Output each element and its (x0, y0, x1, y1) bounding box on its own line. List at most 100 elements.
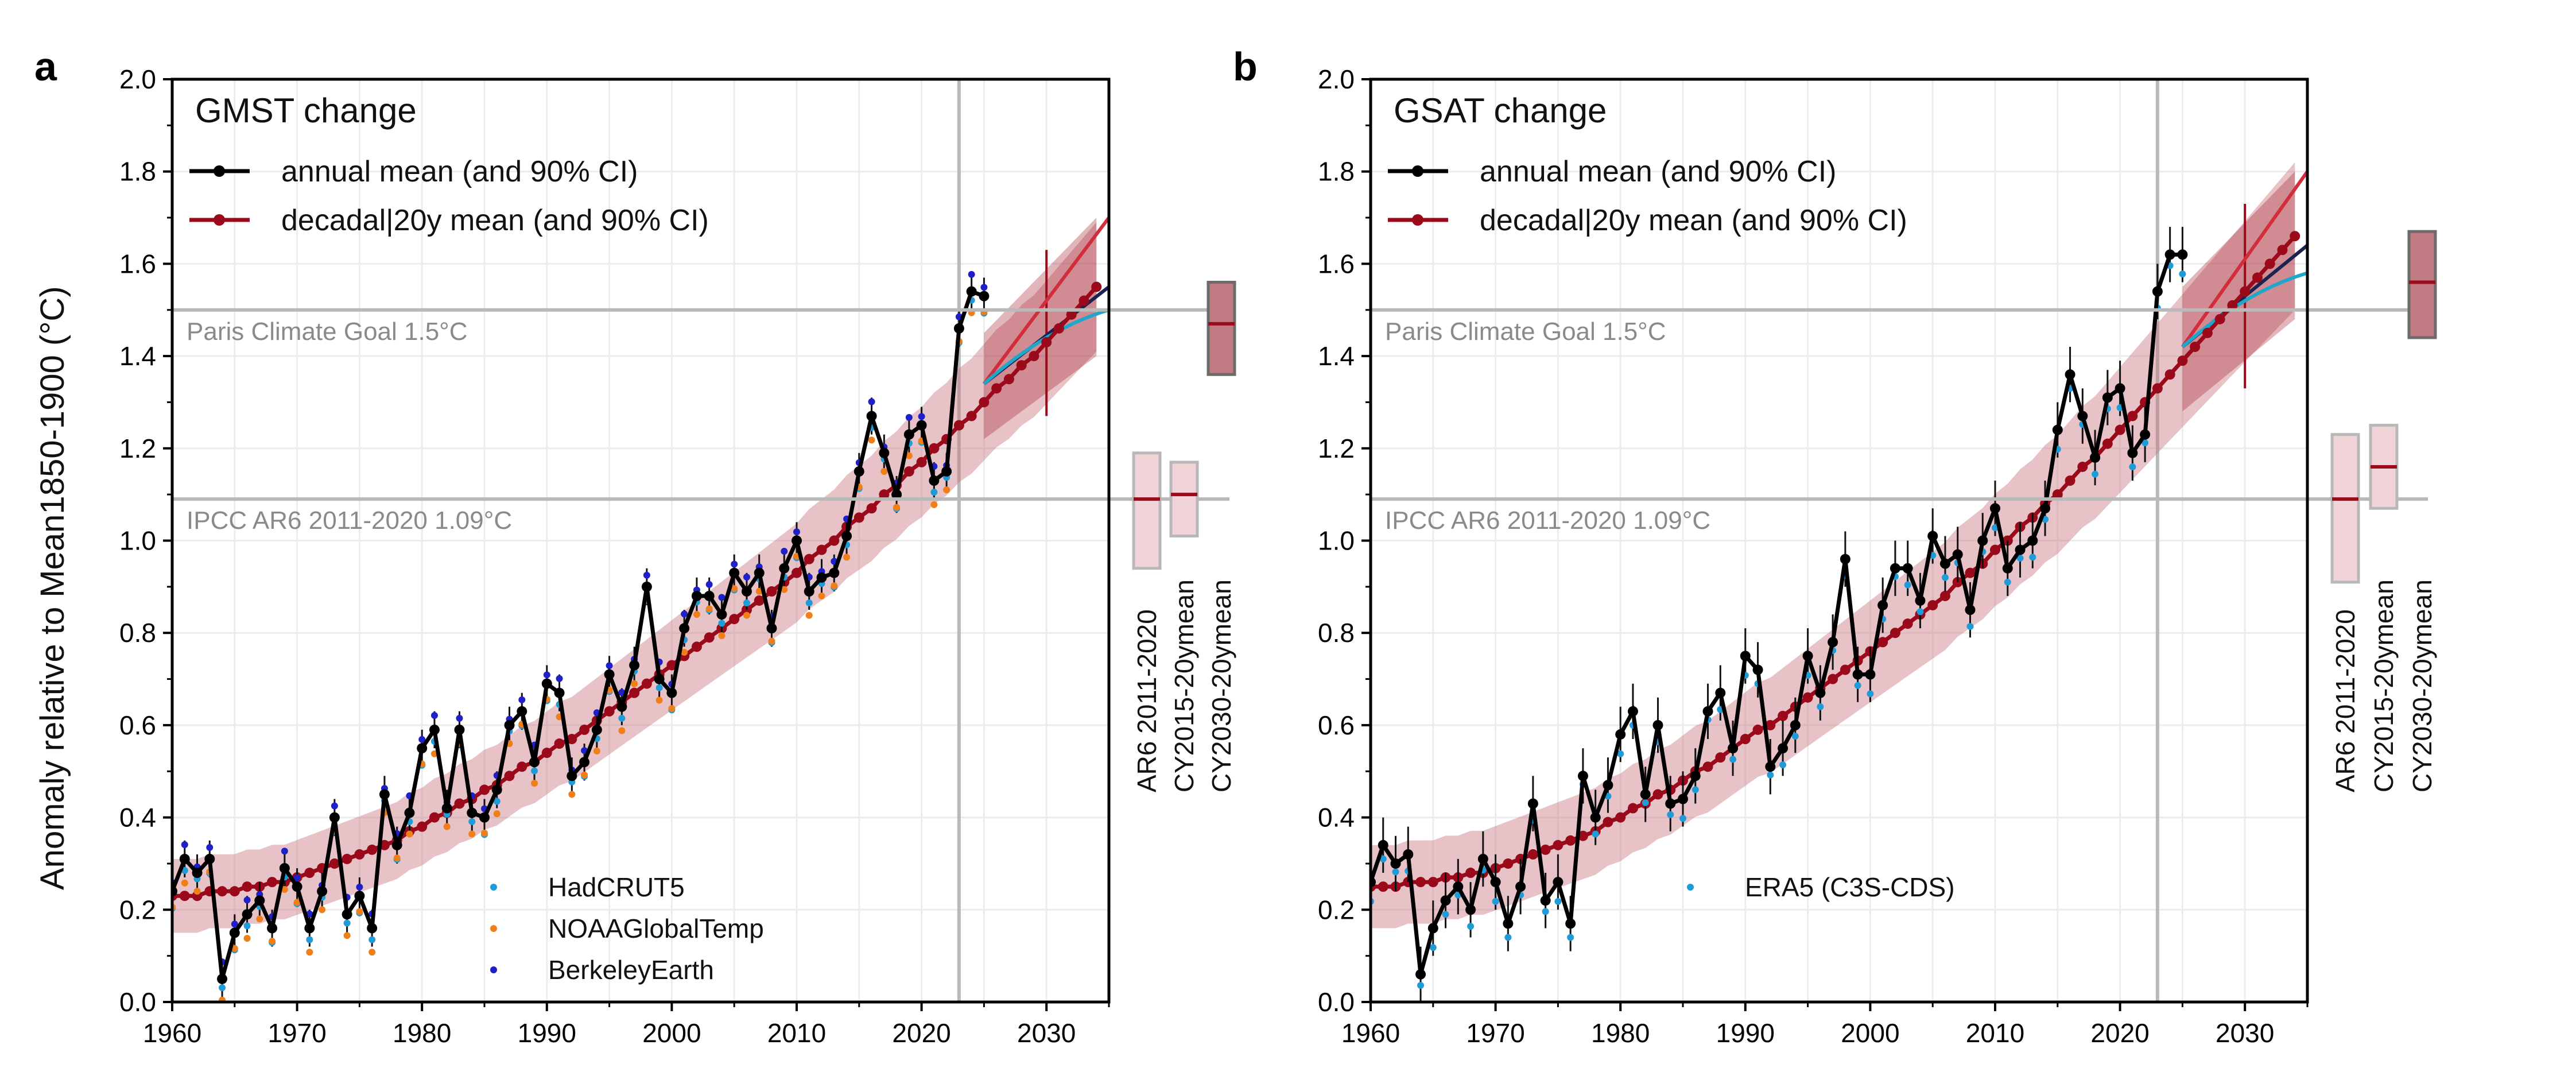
annual-point (1778, 743, 1789, 754)
annual-point (1828, 637, 1838, 648)
decadal-point (1828, 674, 1838, 684)
annual-point (604, 669, 615, 680)
annual-point (1702, 706, 1713, 717)
annual-point (479, 812, 490, 823)
annual-point (1665, 798, 1676, 809)
plot-area (172, 79, 1109, 1002)
annual-point (304, 923, 315, 934)
decadal-point (479, 784, 490, 795)
dataset-point (1567, 934, 1574, 941)
range-box-label: CY2030-20ymean (2407, 579, 2437, 792)
dataset-point (293, 899, 301, 906)
range-box-label: CY2015-20ymean (2369, 579, 2399, 792)
decadal-point (1003, 374, 1014, 385)
dataset-point (481, 829, 488, 837)
annual-point (467, 807, 478, 818)
dataset-point (443, 823, 451, 830)
annual-point (1440, 895, 1451, 906)
dataset-point (256, 915, 263, 923)
annual-point (1477, 853, 1488, 864)
annual-point (1927, 531, 1938, 541)
x-tick-label: 2020 (2090, 1018, 2149, 1048)
dataset-point (306, 949, 313, 956)
dataset-point (1767, 771, 1774, 779)
annual-point (1802, 651, 1813, 661)
x-tick-label: 2000 (642, 1018, 701, 1048)
annual-point (2015, 544, 2026, 555)
decadal-point (766, 586, 777, 597)
annual-point (779, 563, 790, 574)
decadal-point (517, 761, 527, 772)
dataset-point (1492, 897, 1499, 905)
dataset-point (1791, 733, 1799, 740)
annual-point (2040, 503, 2051, 514)
x-tick-label: 2030 (1017, 1018, 1076, 1048)
y-tick-label: 0.2 (119, 895, 156, 924)
annual-point (1740, 651, 1751, 661)
y-tick-label: 1.6 (119, 249, 156, 278)
decadal-point (1565, 835, 1576, 846)
annual-point (367, 923, 378, 934)
annual-point (2052, 424, 2063, 435)
x-tick-label: 1970 (1466, 1018, 1524, 1048)
annual-point (1465, 904, 1476, 915)
annual-point (554, 687, 565, 698)
dataset-point (968, 270, 975, 278)
annual-point (2177, 249, 2188, 260)
annual-point (2164, 249, 2175, 260)
annual-point (517, 706, 527, 717)
annual-point (929, 475, 940, 486)
annual-point (591, 724, 602, 735)
dataset-point (468, 818, 476, 825)
legend-label: annual mean (and 90% CI) (281, 155, 638, 188)
dataset-point (468, 830, 476, 838)
annual-point (1678, 794, 1688, 804)
decadal-point (1053, 323, 1064, 334)
dataset-point (905, 413, 913, 421)
dataset-point (368, 936, 376, 943)
panel-a: a Paris Climate Goal 1.5°C IPCC AR6 2011-2… (34, 44, 1236, 1048)
annual-point (217, 973, 228, 984)
legend-dataset-label: ERA5 (C3S-CDS) (1745, 872, 1955, 902)
y-tick-label: 2.0 (119, 64, 156, 94)
projection-line (2181, 170, 2307, 348)
dataset-point (331, 802, 338, 810)
dataset-point (681, 648, 688, 656)
reference-label: IPCC AR6 2011-2020 1.09°C (187, 506, 512, 535)
dataset-point (181, 879, 188, 887)
y-tick-label: 0.8 (1318, 618, 1355, 648)
dataset-point (868, 398, 875, 405)
dataset-point (293, 874, 301, 881)
decadal-point (2177, 355, 2188, 366)
decadal-point (966, 411, 977, 421)
legend-label: decadal|20y mean (and 90% CI) (281, 204, 709, 237)
annual-point (579, 757, 590, 768)
dataset-point (393, 854, 401, 862)
decadal-point (1378, 881, 1388, 892)
dataset-point (306, 936, 313, 943)
decadal-point (641, 678, 652, 689)
annual-point (541, 678, 552, 689)
legend-marker (1412, 214, 1423, 226)
decadal-point (2115, 424, 2125, 435)
range-box-label: AR6 2011-2020 (2330, 609, 2360, 792)
annual-point (1515, 881, 1526, 892)
dataset-point (843, 554, 851, 561)
annual-point (2115, 383, 2125, 394)
chart-title: GSAT change (1394, 91, 1607, 130)
x-tick-label: 1990 (1716, 1018, 1775, 1048)
dataset-point (281, 885, 288, 893)
annual-point (1902, 563, 1913, 574)
y-tick-label: 0.0 (1318, 987, 1355, 1017)
dataset-point (493, 798, 501, 805)
y-tick-label: 1.0 (119, 526, 156, 556)
dataset-point (1504, 934, 1512, 941)
x-tick-label: 2010 (1966, 1018, 2024, 1048)
decadal-point (691, 641, 702, 652)
legend-marker (214, 165, 225, 177)
y-tick-label: 1.8 (119, 157, 156, 187)
decadal-point (2277, 245, 2288, 256)
annual-point (1553, 877, 1564, 888)
